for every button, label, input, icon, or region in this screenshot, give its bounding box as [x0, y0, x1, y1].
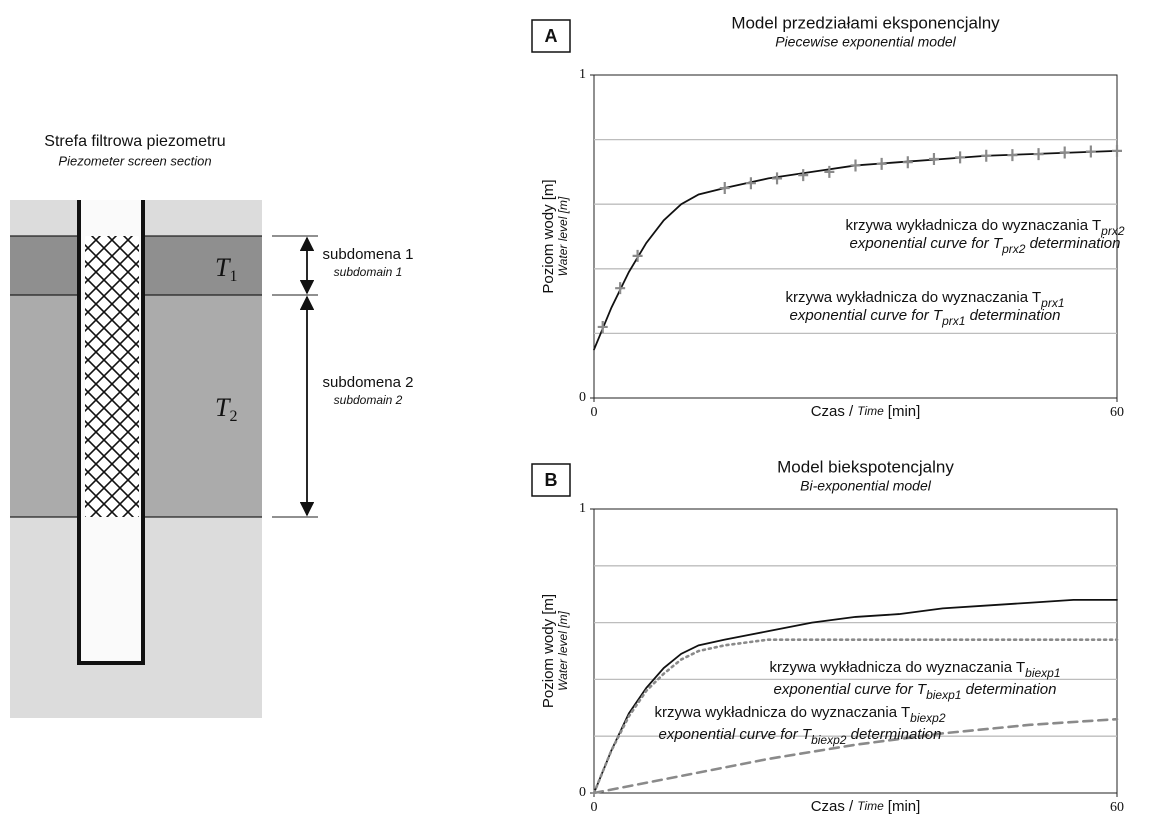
- y-tick-label: 0: [579, 785, 586, 800]
- chart-title: Model przedziałami eksponencjalny: [731, 13, 1000, 32]
- y-tick-label: 1: [579, 501, 586, 516]
- x-tick-label: 60: [1110, 405, 1124, 420]
- y-axis-label: Poziom wody [m]: [540, 594, 557, 708]
- page: {"diagram": {"title": "Strefa filtrowa p…: [0, 0, 1154, 818]
- x-axis-label: Czas /Time[min]: [811, 403, 921, 420]
- panel-label: B: [545, 470, 558, 490]
- y-tick-label: 0: [579, 390, 586, 405]
- diagram-title: Strefa filtrowa piezometru: [44, 133, 225, 150]
- diagram: Strefa filtrowa piezometru Piezometer sc…: [10, 133, 413, 718]
- y-tick-label: 1: [579, 67, 586, 82]
- chart-title: Model biekspotencjalny: [777, 457, 954, 476]
- layer-label: subdomena 2: [323, 374, 414, 391]
- chart-subtitle: Bi-exponential model: [800, 478, 932, 494]
- layer-label-en: subdomain 2: [334, 393, 403, 407]
- y-axis-label: Poziom wody [m]: [540, 179, 557, 293]
- x-tick-label: 0: [591, 800, 598, 815]
- layer-label: subdomena 1: [323, 246, 414, 263]
- figure: Strefa filtrowa piezometru Piezometer sc…: [0, 0, 1154, 818]
- chart-subtitle: Piecewise exponential model: [775, 34, 956, 50]
- y-axis-label-en: Water level [m]: [556, 196, 570, 276]
- diagram-subtitle: Piezometer screen section: [58, 153, 211, 168]
- layer-label-en: subdomain 1: [334, 265, 403, 279]
- panel-label: A: [545, 26, 558, 46]
- y-axis-label-en: Water level [m]: [556, 610, 570, 690]
- screen: [85, 236, 139, 517]
- x-axis-label: Czas /Time[min]: [811, 798, 921, 815]
- x-tick-label: 0: [591, 405, 598, 420]
- plot-area: [594, 509, 1117, 793]
- x-tick-label: 60: [1110, 800, 1124, 815]
